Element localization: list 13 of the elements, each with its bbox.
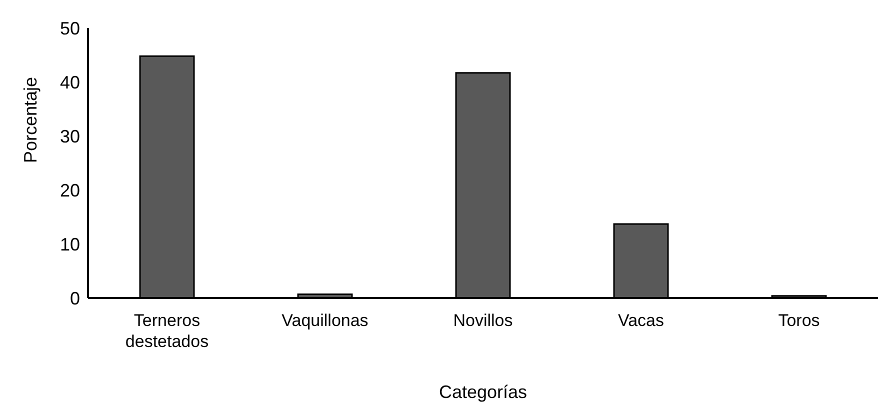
x-tick-label: Vaquillonas	[282, 311, 368, 330]
x-tick-label: Vacas	[618, 311, 664, 330]
y-tick-label: 20	[60, 180, 80, 200]
x-tick-label: Terneros destetados	[125, 311, 209, 351]
x-axis-title: Categorías	[438, 382, 528, 402]
y-tick-label: 50	[60, 18, 80, 38]
y-tick-label: 10	[60, 234, 80, 254]
y-axis-title: Porcentaje	[20, 76, 40, 163]
y-tick-label: 0	[70, 288, 80, 308]
y-tick-label: 40	[60, 72, 80, 92]
y-tick-label: 30	[60, 126, 80, 146]
x-tick-label: Toros	[778, 311, 820, 330]
x-tick-label: Novillos	[453, 311, 513, 330]
